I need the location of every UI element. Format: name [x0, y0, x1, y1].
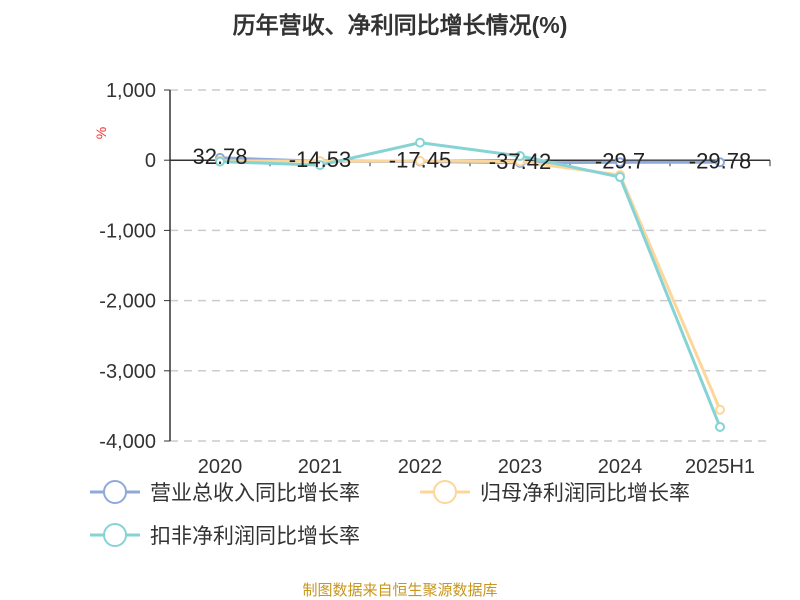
- legend-label: 扣非净利润同比增长率: [150, 525, 360, 548]
- x-tick-label: 2025H1: [685, 456, 755, 478]
- data-point: [715, 157, 725, 168]
- data-point: [615, 172, 625, 183]
- data-point: [715, 404, 725, 415]
- data-point: [515, 150, 525, 161]
- data-label: 32.78: [192, 144, 247, 169]
- y-tick-label: 1,000: [106, 80, 156, 102]
- legend-marker: [103, 480, 127, 504]
- data-point: [415, 155, 425, 166]
- data-point: [315, 160, 325, 171]
- legend-marker: [103, 523, 127, 547]
- data-point: [615, 157, 625, 168]
- y-tick-label: -3,000: [99, 361, 156, 383]
- series-line: [219, 141, 722, 428]
- y-tick-label: -4,000: [99, 431, 156, 453]
- data-label: -14.53: [289, 147, 351, 172]
- y-tick-label: 0: [145, 150, 156, 172]
- x-tick-label: 2020: [198, 456, 243, 478]
- x-tick-label: 2021: [298, 456, 343, 478]
- x-tick-label: 2024: [598, 456, 643, 478]
- x-tick-label: 2022: [398, 456, 443, 478]
- y-tick-label: -1,000: [99, 220, 156, 242]
- data-point: [415, 137, 425, 148]
- chart-title: 历年营收、净利同比增长情况(%): [233, 12, 568, 38]
- data-label: -29.7: [595, 148, 645, 173]
- series-line: [219, 159, 722, 411]
- legend-label: 营业总收入同比增长率: [150, 482, 360, 505]
- x-tick-label: 2023: [498, 456, 543, 478]
- data-point: [715, 421, 725, 432]
- source-note: 制图数据来自恒生聚源数据库: [302, 582, 497, 599]
- legend-label: 归母净利润同比增长率: [480, 482, 690, 505]
- data-label: -37.42: [489, 149, 551, 174]
- data-label: -29.78: [689, 148, 751, 173]
- legend-marker: [433, 480, 457, 504]
- data-point: [215, 156, 225, 167]
- data-label: -17.45: [389, 147, 451, 172]
- y-tick-label: -2,000: [99, 291, 156, 313]
- y-axis-unit: %: [93, 127, 109, 139]
